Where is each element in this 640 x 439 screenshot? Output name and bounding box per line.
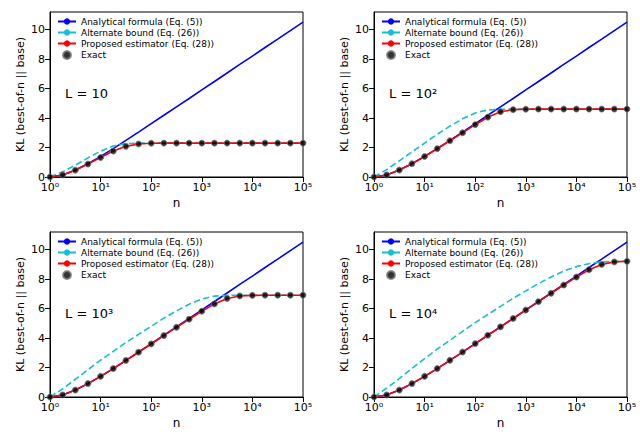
svg-text:L = 10: L = 10 (65, 86, 108, 101)
svg-text:Proposed estimator (Eq. (28)): Proposed estimator (Eq. (28)) (81, 259, 214, 269)
svg-text:10¹: 10¹ (91, 401, 109, 414)
svg-text:10³: 10³ (193, 181, 211, 194)
svg-text:Alternate bound (Eq. (26)): Alternate bound (Eq. (26)) (81, 28, 199, 38)
svg-text:KL (best-of-n || base): KL (best-of-n || base) (338, 257, 351, 372)
svg-text:Alternate bound (Eq. (26)): Alternate bound (Eq. (26)) (405, 28, 523, 38)
svg-text:10⁴: 10⁴ (567, 401, 586, 414)
svg-text:10⁴: 10⁴ (243, 401, 262, 414)
svg-text:10²: 10² (142, 181, 160, 194)
svg-text:Exact: Exact (81, 270, 106, 280)
svg-text:10¹: 10¹ (415, 401, 433, 414)
svg-text:Proposed estimator (Eq. (28)): Proposed estimator (Eq. (28)) (405, 259, 538, 269)
svg-text:Exact: Exact (81, 50, 106, 60)
svg-text:4: 4 (362, 332, 369, 345)
svg-text:Exact: Exact (405, 270, 430, 280)
svg-text:2: 2 (38, 141, 45, 154)
svg-text:10⁴: 10⁴ (243, 181, 262, 194)
svg-text:Analytical formula (Eq. (5)): Analytical formula (Eq. (5)) (81, 17, 203, 27)
svg-text:Proposed estimator (Eq. (28)): Proposed estimator (Eq. (28)) (405, 39, 538, 49)
svg-text:Alternate bound (Eq. (26)): Alternate bound (Eq. (26)) (405, 248, 523, 258)
svg-text:KL (best-of-n || base): KL (best-of-n || base) (14, 37, 27, 152)
svg-text:10¹: 10¹ (91, 181, 109, 194)
svg-text:2: 2 (362, 141, 369, 154)
svg-text:n: n (173, 416, 181, 430)
svg-text:10²: 10² (466, 401, 484, 414)
svg-text:L = 10⁴: L = 10⁴ (389, 306, 437, 321)
svg-text:6: 6 (38, 302, 45, 315)
svg-text:4: 4 (38, 112, 45, 125)
svg-text:10⁵: 10⁵ (294, 401, 312, 414)
svg-text:0: 0 (38, 170, 45, 184)
svg-text:4: 4 (38, 332, 45, 345)
svg-text:10³: 10³ (193, 401, 211, 414)
svg-text:10⁰: 10⁰ (365, 181, 384, 194)
svg-text:10⁰: 10⁰ (41, 401, 60, 414)
svg-text:10⁵: 10⁵ (618, 401, 636, 414)
svg-text:Analytical formula (Eq. (5)): Analytical formula (Eq. (5)) (81, 237, 203, 247)
svg-text:10²: 10² (142, 401, 160, 414)
svg-text:10¹: 10¹ (415, 181, 433, 194)
svg-text:0: 0 (38, 390, 45, 404)
svg-text:2: 2 (38, 361, 45, 374)
svg-text:KL (best-of-n || base): KL (best-of-n || base) (338, 37, 351, 152)
svg-text:2: 2 (362, 361, 369, 374)
svg-text:10³: 10³ (517, 181, 535, 194)
svg-text:10⁰: 10⁰ (365, 401, 384, 414)
svg-text:10: 10 (31, 23, 45, 36)
svg-text:8: 8 (38, 53, 45, 66)
svg-text:n: n (173, 196, 181, 210)
svg-text:6: 6 (38, 82, 45, 95)
svg-text:10⁴: 10⁴ (567, 181, 586, 194)
svg-text:10²: 10² (466, 181, 484, 194)
svg-text:n: n (497, 196, 505, 210)
svg-text:8: 8 (38, 273, 45, 286)
svg-text:0: 0 (362, 390, 369, 404)
svg-text:Exact: Exact (405, 50, 430, 60)
svg-text:L = 10²: L = 10² (389, 86, 437, 101)
svg-text:10: 10 (31, 243, 45, 256)
svg-text:8: 8 (362, 53, 369, 66)
svg-text:L = 10³: L = 10³ (65, 306, 113, 321)
svg-text:6: 6 (362, 82, 369, 95)
svg-text:10⁵: 10⁵ (618, 181, 636, 194)
svg-text:4: 4 (362, 112, 369, 125)
svg-text:0: 0 (362, 170, 369, 184)
svg-text:Analytical formula (Eq. (5)): Analytical formula (Eq. (5)) (405, 237, 527, 247)
svg-text:10³: 10³ (517, 401, 535, 414)
svg-text:KL (best-of-n || base): KL (best-of-n || base) (14, 257, 27, 372)
svg-text:n: n (497, 416, 505, 430)
svg-text:10⁰: 10⁰ (41, 181, 60, 194)
svg-text:8: 8 (362, 273, 369, 286)
svg-text:Proposed estimator (Eq. (28)): Proposed estimator (Eq. (28)) (81, 39, 214, 49)
svg-text:Analytical formula (Eq. (5)): Analytical formula (Eq. (5)) (405, 17, 527, 27)
svg-text:10: 10 (355, 243, 369, 256)
svg-text:10⁵: 10⁵ (294, 181, 312, 194)
svg-text:Alternate bound (Eq. (26)): Alternate bound (Eq. (26)) (81, 248, 199, 258)
svg-text:10: 10 (355, 23, 369, 36)
svg-text:6: 6 (362, 302, 369, 315)
